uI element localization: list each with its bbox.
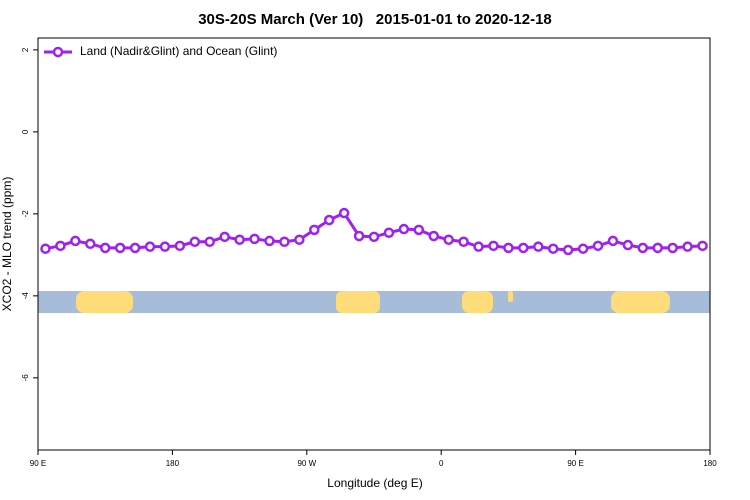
- data-point: [458, 236, 469, 247]
- data-point: [294, 234, 305, 245]
- land-patch: [76, 291, 133, 313]
- data-point: [55, 240, 66, 252]
- data-point: [398, 223, 410, 235]
- data-point: [562, 244, 574, 256]
- y-tick-label: -4: [21, 292, 30, 300]
- y-tick-label: 0: [21, 129, 30, 134]
- land-patch: [611, 291, 670, 313]
- data-point: [443, 234, 454, 245]
- land-patch: [336, 291, 380, 313]
- data-point: [577, 243, 589, 254]
- data-point: [99, 242, 111, 254]
- data-point: [114, 242, 126, 254]
- data-point: [234, 234, 245, 245]
- data-point: [368, 231, 380, 243]
- data-point: [249, 233, 260, 245]
- data-point: [189, 236, 201, 247]
- data-point: [622, 239, 634, 251]
- data-point: [473, 241, 484, 252]
- data-point: [383, 227, 395, 238]
- land-mask: [38, 291, 710, 313]
- data-point: [607, 235, 619, 247]
- data-point: [144, 241, 156, 252]
- data-point: [533, 241, 544, 252]
- series-line: [45, 211, 703, 252]
- data-point: [323, 214, 335, 226]
- y-tick-label: 2: [21, 47, 30, 52]
- x-tick-label: 90 W: [297, 459, 316, 468]
- x-tick-label: 180: [166, 459, 180, 468]
- data-point: [174, 240, 186, 252]
- data-point: [279, 236, 290, 247]
- data-point: [353, 230, 365, 242]
- data-point: [428, 230, 439, 242]
- data-point: [503, 242, 514, 254]
- data-point: [85, 238, 96, 250]
- data-point: [40, 243, 51, 254]
- x-axis-title: Longitude (deg E): [327, 476, 422, 490]
- land-patch: [508, 291, 513, 302]
- data-point: [547, 243, 559, 254]
- data-point: [667, 242, 678, 254]
- plot-frame: [37, 37, 711, 451]
- data-point: [637, 242, 649, 254]
- data-point: [70, 235, 81, 247]
- data-point: [338, 207, 350, 219]
- land-patch: [462, 291, 493, 313]
- data-point: [204, 236, 215, 247]
- y-tick-label: -2: [21, 210, 30, 218]
- data-point: [518, 242, 529, 254]
- data-point: [682, 241, 693, 252]
- y-axis-title: XCO2 - MLO trend (ppm): [0, 177, 14, 312]
- data-point: [592, 240, 604, 252]
- legend-label: Land (Nadir&Glint) and Ocean (Glint): [80, 44, 277, 58]
- data-point: [129, 242, 141, 254]
- data-point: [652, 242, 663, 254]
- data-point: [264, 235, 275, 247]
- data-point: [488, 240, 499, 252]
- legend-marker: [52, 46, 64, 58]
- data-point: [219, 231, 230, 243]
- data-point: [697, 240, 708, 252]
- x-tick-label: 90 E: [30, 459, 46, 468]
- data-point: [159, 241, 171, 252]
- data-point: [413, 224, 425, 236]
- y-tick-label: -6: [21, 374, 30, 382]
- x-tick-label: 0: [439, 459, 444, 468]
- data-point: [309, 224, 320, 236]
- chart-title: 30S-20S March (Ver 10) 2015-01-01 to 202…: [198, 11, 552, 28]
- x-tick-label: 90 E: [567, 459, 583, 468]
- x-tick-label: 180: [703, 459, 717, 468]
